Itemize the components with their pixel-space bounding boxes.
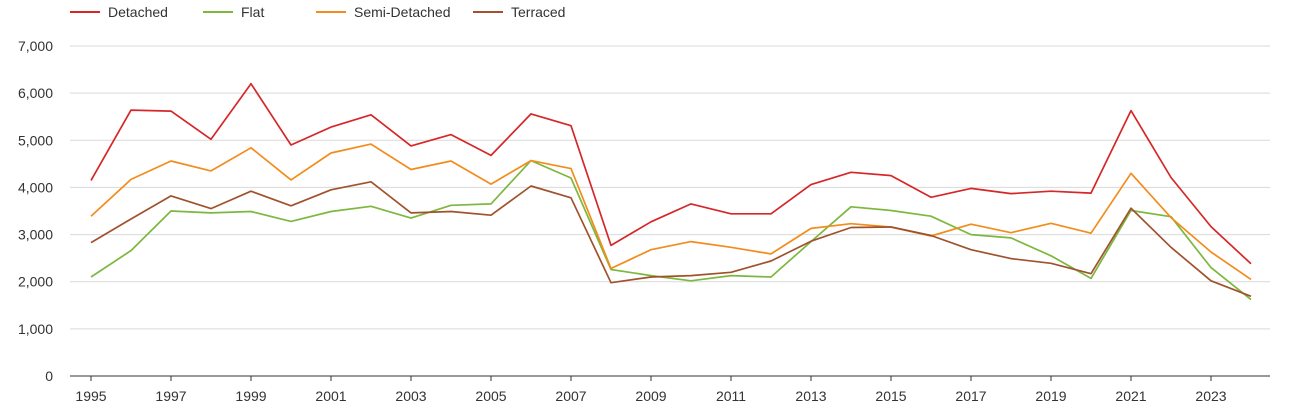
x-tick-label: 2011 — [716, 388, 746, 404]
x-tick-label: 2009 — [635, 388, 666, 404]
y-tick-label: 4,000 — [18, 179, 53, 195]
x-tick-label: 2007 — [555, 388, 586, 404]
series-line-detached — [90, 82, 1252, 265]
legend-label: Semi-Detached — [354, 4, 451, 20]
legend-label: Detached — [108, 4, 168, 20]
y-tick-label: 6,000 — [18, 85, 53, 101]
y-tick-label: 1,000 — [18, 321, 53, 337]
chart-gridlines — [70, 45, 1270, 330]
x-tick-label: 2021 — [1115, 388, 1146, 404]
x-axis: 1995 1997 1999 2001 2003 2005 2007 2009 2011 2013… — [70, 375, 1270, 404]
series-line-flat — [90, 159, 1252, 301]
legend-item: Flat — [203, 4, 264, 20]
chart-legend: Detached Flat Semi-Detached Terraced — [70, 4, 565, 20]
legend-item: Semi-Detached — [316, 4, 451, 20]
y-tick-label: 7,000 — [18, 38, 53, 54]
x-tick-label: 1995 — [75, 388, 106, 404]
y-tick-label: 3,000 — [18, 227, 53, 243]
legend-item: Terraced — [473, 4, 565, 20]
x-tick-label: 1999 — [235, 388, 266, 404]
y-tick-label: 5,000 — [18, 132, 53, 148]
x-tick-label: 2015 — [875, 388, 906, 404]
x-tick-label: 2013 — [795, 388, 826, 404]
chart-series — [90, 82, 1252, 301]
series-line-semi-detached — [90, 143, 1252, 281]
x-tick-label: 2005 — [475, 388, 506, 404]
x-tick-label: 2001 — [315, 388, 346, 404]
x-tick-label: 2003 — [395, 388, 426, 404]
legend-label: Flat — [241, 4, 264, 20]
series-line-terraced — [90, 180, 1252, 298]
y-tick-label: 2,000 — [18, 274, 53, 290]
x-tick-label: 2019 — [1035, 388, 1066, 404]
y-axis: 0 1,000 2,000 3,000 4,000 5,000 6,000 7,000 — [18, 38, 53, 384]
x-tick-label: 1997 — [155, 388, 186, 404]
x-tick-label: 2023 — [1195, 388, 1226, 404]
y-tick-label: 0 — [45, 368, 53, 384]
legend-label: Terraced — [511, 4, 565, 20]
x-tick-label: 2017 — [955, 388, 986, 404]
legend-item: Detached — [70, 4, 168, 20]
